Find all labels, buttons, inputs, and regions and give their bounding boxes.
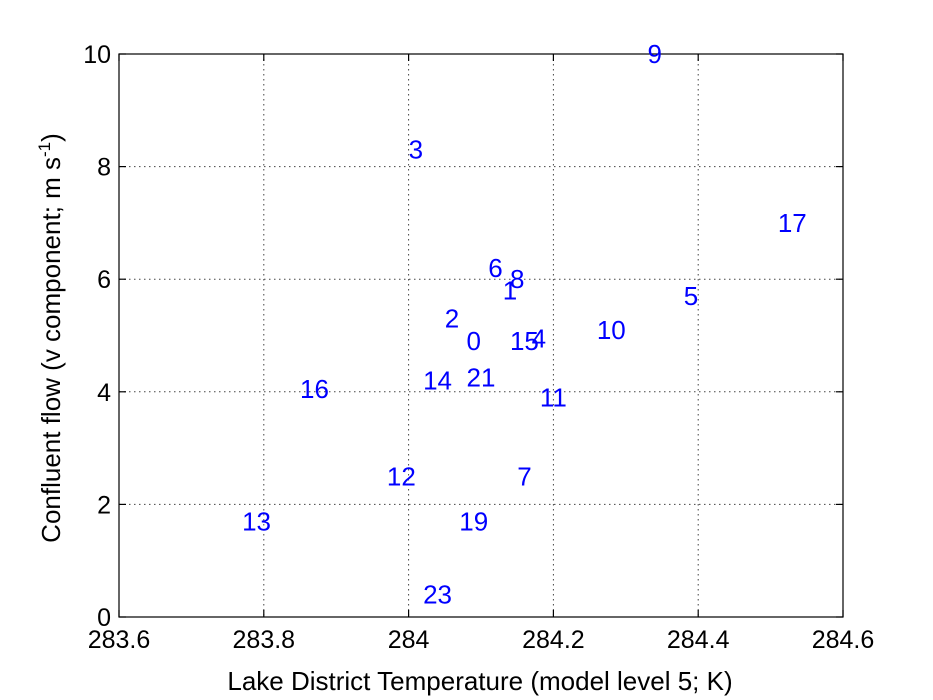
data-point-label: 19 [459,506,488,536]
data-point-label: 21 [467,363,496,393]
x-tick-label: 284.2 [522,626,585,654]
data-point-label: 11 [540,382,567,412]
y-tick-label: 2 [97,491,111,519]
grid [119,54,843,617]
data-point-label: 16 [300,374,329,404]
data-point-label: 2 [445,304,459,334]
data-point-label: 7 [517,461,531,491]
x-tick-label: 284.4 [667,626,730,654]
data-point-label: 4 [532,323,546,353]
y-axis-label-superscript: -1 [35,142,54,157]
data-point-label: 5 [684,281,698,311]
y-tick-label: 8 [97,154,111,182]
data-point-label: 0 [467,326,481,356]
y-tick-label: 10 [83,41,111,69]
y-tick-label: 4 [97,379,111,407]
data-point-label: 14 [423,366,452,396]
data-point-label: 23 [423,579,452,609]
data-point-label: 10 [597,315,626,345]
data-point-label: 3 [409,135,423,165]
data-point-label: 17 [778,208,807,238]
data-point-label: 13 [242,506,271,536]
y-tick-label: 0 [97,604,111,632]
data-point-label: 8 [510,264,524,294]
data-point-label: 9 [648,39,662,69]
x-axis-label: Lake District Temperature (model level 5… [227,666,732,696]
y-axis-label-close: ) [36,133,66,142]
x-tick-label: 284 [388,626,430,654]
x-tick-label: 284.6 [812,626,875,654]
y-tick-label: 6 [97,266,111,294]
data-point-label: 15 [510,326,539,356]
data-point-label: 12 [387,461,416,491]
x-tick-label: 283.8 [233,626,296,654]
y-axis-label-main: Confluent flow (v component; m s [36,157,66,543]
y-axis-label: Confluent flow (v component; m s-1) [35,133,66,543]
data-point-label: 1 [503,275,517,305]
x-tick-label: 283.6 [88,626,151,654]
plot-area-frame [118,53,844,618]
data-point-label: 6 [488,253,502,283]
